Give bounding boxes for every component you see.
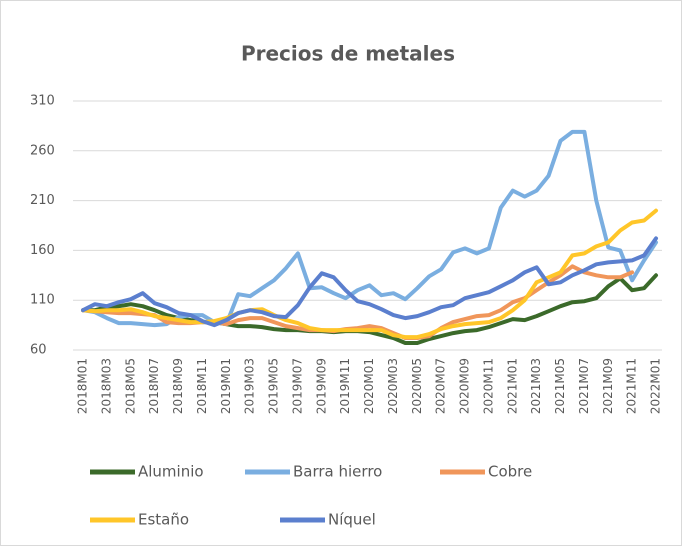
- x-tick-label: 2021M01: [505, 358, 519, 414]
- x-tick-label: 2020M07: [434, 358, 448, 414]
- legend-label: Cobre: [488, 463, 532, 481]
- series-line: [81, 129, 658, 328]
- x-tick-label: 2019M11: [338, 358, 352, 414]
- x-tick-label: 2021M05: [553, 358, 567, 414]
- x-tick-label: 2018M01: [76, 358, 90, 414]
- legend-label: Barra hierro: [293, 463, 382, 481]
- x-tick-label: 2020M03: [386, 358, 400, 414]
- legend-label: Aluminio: [138, 463, 204, 481]
- series-line: [81, 236, 658, 328]
- x-tick-label: 2020M05: [410, 358, 424, 414]
- x-tick-label: 2019M03: [243, 358, 257, 414]
- y-tick-label: 110: [30, 293, 55, 308]
- x-tick-label: 2021M09: [601, 358, 615, 414]
- y-tick-label: 160: [30, 243, 55, 258]
- x-tick-label: 2018M07: [147, 358, 161, 414]
- y-tick-label: 210: [30, 193, 55, 208]
- x-tick-label: 2021M11: [625, 358, 639, 414]
- series-line: [81, 208, 658, 340]
- legend-label: Níquel: [328, 511, 376, 529]
- legend-label: Estaño: [138, 511, 189, 529]
- y-tick-label: 310: [30, 94, 55, 109]
- x-tick-label: 2018M03: [99, 358, 113, 414]
- x-tick-label: 2022M01: [649, 358, 663, 414]
- x-tick-label: 2020M09: [458, 358, 472, 414]
- x-tick-label: 2018M11: [195, 358, 209, 414]
- x-tick-label: 2020M01: [362, 358, 376, 414]
- x-tick-label: 2019M05: [267, 358, 281, 414]
- y-tick-label: 60: [30, 343, 47, 358]
- x-tick-label: 2019M01: [219, 358, 233, 414]
- y-tick-label: 260: [30, 143, 55, 158]
- x-tick-label: 2021M03: [529, 358, 543, 414]
- x-tick-label: 2019M07: [290, 358, 304, 414]
- x-tick-label: 2018M09: [171, 358, 185, 414]
- x-tick-label: 2019M09: [314, 358, 328, 414]
- x-tick-label: 2021M07: [577, 358, 591, 414]
- x-tick-label: 2020M11: [481, 358, 495, 414]
- chart-title: Precios de metales: [241, 42, 455, 66]
- x-tick-label: 2018M05: [123, 358, 137, 414]
